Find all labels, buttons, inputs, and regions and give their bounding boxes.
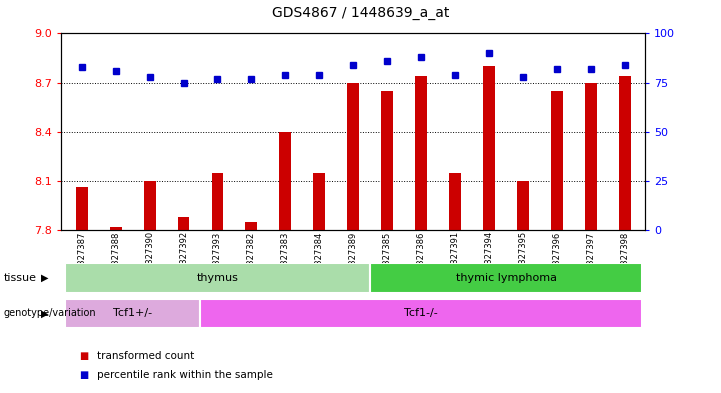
Bar <box>449 173 461 230</box>
Bar <box>200 299 642 328</box>
Text: thymus: thymus <box>197 273 239 283</box>
Text: ■: ■ <box>79 351 89 361</box>
Bar <box>348 83 359 230</box>
Bar <box>517 181 529 230</box>
Bar <box>314 173 325 230</box>
Bar <box>551 91 563 230</box>
Bar <box>415 76 427 230</box>
Bar <box>65 263 371 293</box>
Bar <box>110 227 122 230</box>
Text: GDS4867 / 1448639_a_at: GDS4867 / 1448639_a_at <box>272 6 449 20</box>
Bar <box>280 132 291 230</box>
Bar <box>211 173 224 230</box>
Text: tissue: tissue <box>4 273 37 283</box>
Bar <box>483 66 495 230</box>
Text: genotype/variation: genotype/variation <box>4 309 96 318</box>
Text: thymic lymphoma: thymic lymphoma <box>456 273 557 283</box>
Bar <box>143 181 156 230</box>
Text: transformed count: transformed count <box>97 351 195 361</box>
Text: ▶: ▶ <box>41 273 48 283</box>
Bar <box>65 299 200 328</box>
Text: ▶: ▶ <box>41 309 48 318</box>
Text: Tcf1-/-: Tcf1-/- <box>404 309 438 318</box>
Text: Tcf1+/-: Tcf1+/- <box>113 309 152 318</box>
Bar <box>177 217 190 230</box>
Bar <box>371 263 642 293</box>
Bar <box>619 76 631 230</box>
Text: ■: ■ <box>79 370 89 380</box>
Bar <box>76 187 87 230</box>
Bar <box>585 83 597 230</box>
Bar <box>381 91 393 230</box>
Text: percentile rank within the sample: percentile rank within the sample <box>97 370 273 380</box>
Bar <box>245 222 257 230</box>
